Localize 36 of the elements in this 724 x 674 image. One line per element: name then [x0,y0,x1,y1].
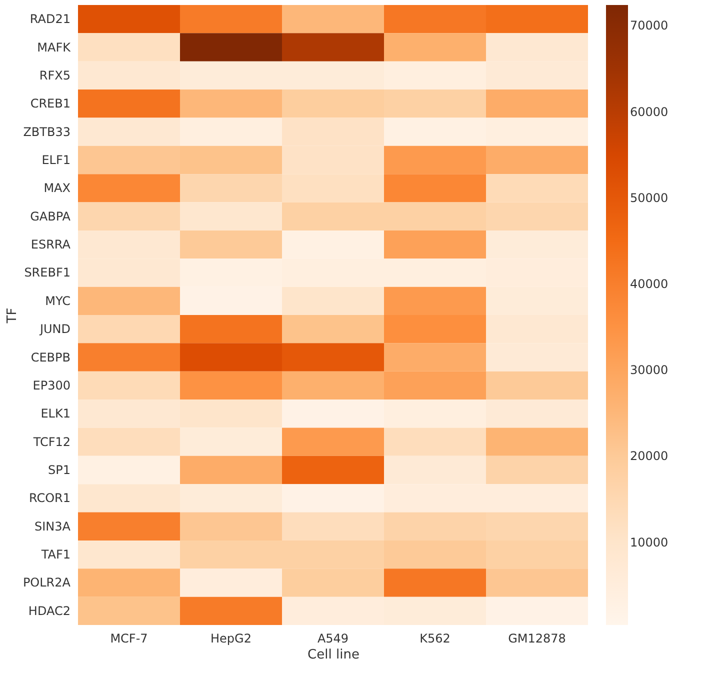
y-tick-label: JUND [38,322,70,336]
y-tick-label: RCOR1 [28,491,70,506]
color-bar-label: 10000 [630,535,668,550]
y-tick-label: MAX [44,181,70,196]
x-tick-label: MCF-7 [110,632,148,646]
y-tick-label: CREB1 [30,96,70,111]
y-tick-label: RFX5 [39,68,70,82]
x-tick-label: GM12878 [508,632,566,646]
color-bar-label: 20000 [630,449,668,464]
y-tick-label: HDAC2 [28,604,70,618]
color-bar-label: 40000 [630,277,668,291]
y-tick-label: SIN3A [34,519,72,534]
y-tick-label: ELK1 [40,406,70,421]
x-tick-label: A549 [317,632,349,646]
y-tick-label: SP1 [48,463,70,477]
y-tick-label: MAFK [37,40,72,54]
y-tick-label: ZBTB33 [23,124,70,139]
x-tick-label: K562 [420,632,450,646]
x-axis-title: Cell line [308,648,360,662]
color-bar-label: 30000 [630,363,668,378]
y-tick-label: RAD21 [30,12,70,26]
y-tick-label: TCF12 [32,434,70,449]
color-bar-label: 50000 [630,190,668,205]
color-bar-label: 70000 [630,18,668,33]
y-tick-label: ESRRA [30,238,72,252]
y-tick-label: ELF1 [42,153,70,167]
y-tick-label: EP300 [32,378,70,392]
y-tick-label: TAF1 [40,548,70,562]
y-tick-label: GABPA [30,209,72,224]
y-tick-label: MYC [45,294,70,308]
color-bar-label: 60000 [630,104,668,119]
y-axis-title: TF [4,308,20,324]
x-tick-label: HepG2 [210,632,252,646]
y-tick-label: POLR2A [22,576,72,590]
y-tick-label: CEBPB [30,350,70,364]
y-tick-label: SREBF1 [24,266,70,280]
